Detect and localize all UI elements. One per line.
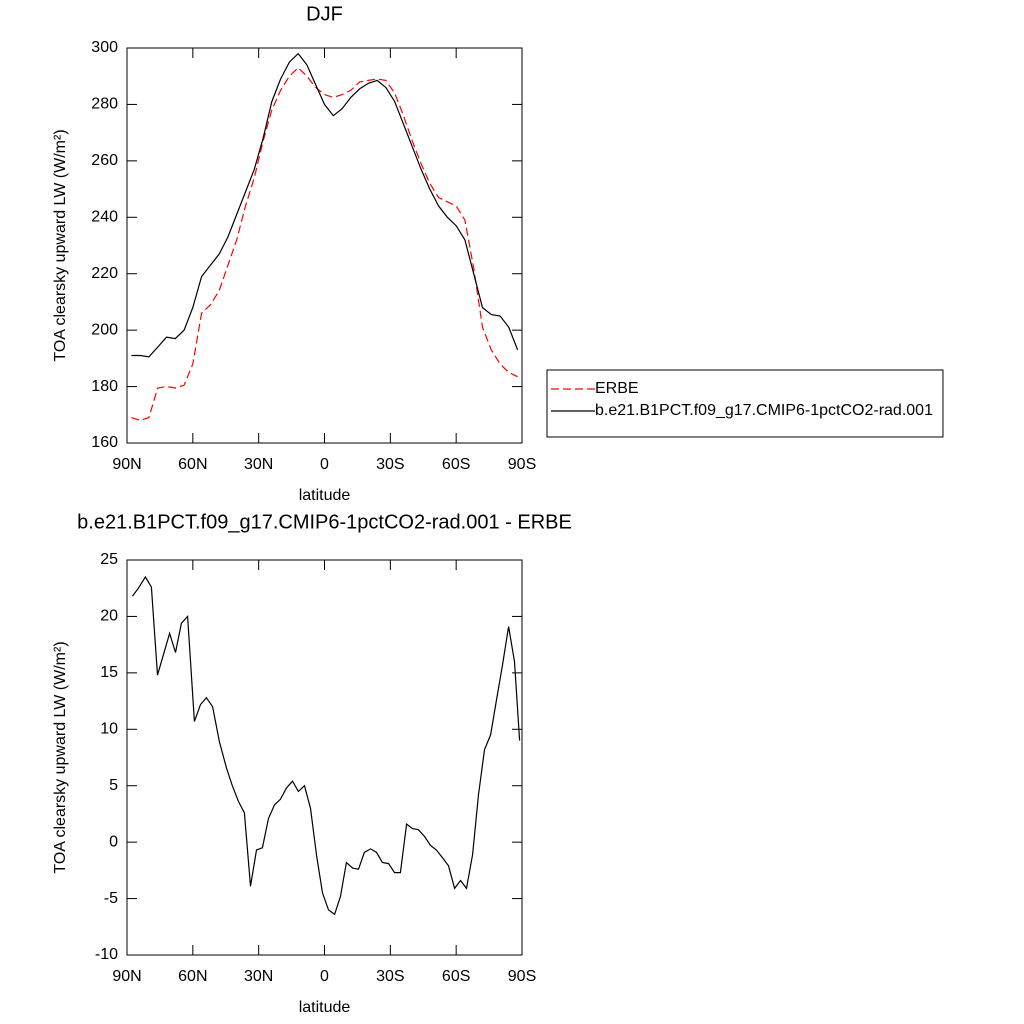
y-tick-label: -5 bbox=[104, 890, 118, 907]
y-axis-label: TOA clearsky upward LW (W/m²) bbox=[52, 129, 69, 361]
y-tick-label: 160 bbox=[91, 434, 118, 451]
y-tick-label: 20 bbox=[100, 608, 118, 625]
data-line bbox=[132, 575, 521, 916]
y-axis-label: TOA clearsky upward LW (W/m²) bbox=[52, 641, 69, 873]
x-tick-label: 60N bbox=[178, 456, 207, 473]
y-tick-label: 25 bbox=[100, 551, 118, 568]
legend-label: b.e21.B1PCT.f09_g17.CMIP6-1pctCO2-rad.00… bbox=[595, 402, 933, 419]
chart-title: DJF bbox=[306, 3, 343, 25]
x-tick-label: 90S bbox=[508, 968, 536, 985]
y-tick-label: 300 bbox=[91, 39, 118, 56]
data-line bbox=[131, 52, 519, 358]
y-tick-label: 0 bbox=[109, 833, 118, 850]
x-tick-label: 30N bbox=[244, 968, 273, 985]
y-tick-label: 200 bbox=[91, 321, 118, 338]
x-tick-label: 60S bbox=[442, 456, 470, 473]
legend-label: ERBE bbox=[595, 380, 639, 397]
chart-title: b.e21.B1PCT.f09_g17.CMIP6-1pctCO2-rad.00… bbox=[77, 511, 572, 533]
x-tick-label: 30N bbox=[244, 456, 273, 473]
x-tick-label: 90N bbox=[112, 968, 141, 985]
data-line bbox=[131, 66, 518, 422]
y-tick-label: -10 bbox=[95, 946, 118, 963]
x-tick-label: 30S bbox=[376, 968, 404, 985]
y-tick-label: 240 bbox=[91, 209, 118, 226]
legend-box bbox=[546, 369, 944, 438]
x-tick-label: 0 bbox=[320, 968, 329, 985]
x-axis-label: latitude bbox=[299, 487, 351, 504]
y-tick-label: 15 bbox=[100, 664, 118, 681]
y-tick-label: 280 bbox=[91, 96, 118, 113]
x-tick-label: 60S bbox=[442, 968, 470, 985]
x-tick-label: 0 bbox=[320, 456, 329, 473]
x-tick-label: 90S bbox=[508, 456, 536, 473]
plot-frame bbox=[126, 559, 523, 956]
y-tick-label: 10 bbox=[100, 721, 118, 738]
plot-frame bbox=[126, 47, 523, 444]
x-axis-label: latitude bbox=[299, 999, 351, 1016]
y-tick-label: 220 bbox=[91, 265, 118, 282]
x-tick-label: 60N bbox=[178, 968, 207, 985]
x-tick-label: 90N bbox=[112, 456, 141, 473]
y-tick-label: 5 bbox=[109, 777, 118, 794]
legend: ERBE b.e21.B1PCT.f09_g17.CMIP6-1pctCO2-ra… bbox=[546, 369, 944, 438]
y-tick-label: 260 bbox=[91, 152, 118, 169]
y-tick-label: 180 bbox=[91, 378, 118, 395]
x-tick-label: 30S bbox=[376, 456, 404, 473]
